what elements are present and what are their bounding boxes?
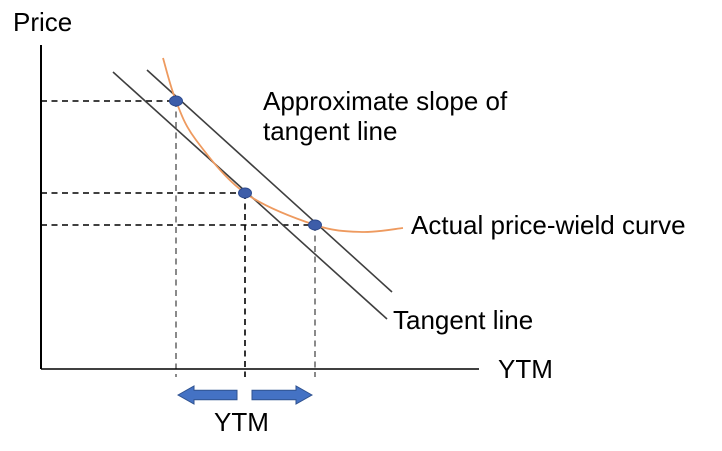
approx-slope-annotation: Approximate slope of tangent line: [263, 86, 508, 146]
ytm-range-arrows: [176, 385, 314, 405]
actual-curve-annotation: Actual price-wield curve: [411, 210, 686, 240]
data-point-2: [238, 187, 252, 199]
x-axis-label: YTM: [498, 354, 553, 384]
data-points: [169, 95, 322, 231]
straight-line-1: [146, 69, 393, 293]
tangent-line-annotation: Tangent line: [393, 305, 534, 335]
ytm-delta-label: YTM: [214, 407, 269, 437]
y-axis-label: Price: [13, 7, 73, 37]
guide-lines: [41, 100, 316, 377]
data-point-1: [169, 95, 183, 107]
ytm-right-arrow: [251, 385, 314, 405]
ytm-left-arrow: [176, 385, 238, 405]
axes: [40, 45, 479, 370]
data-point-3: [308, 219, 322, 231]
